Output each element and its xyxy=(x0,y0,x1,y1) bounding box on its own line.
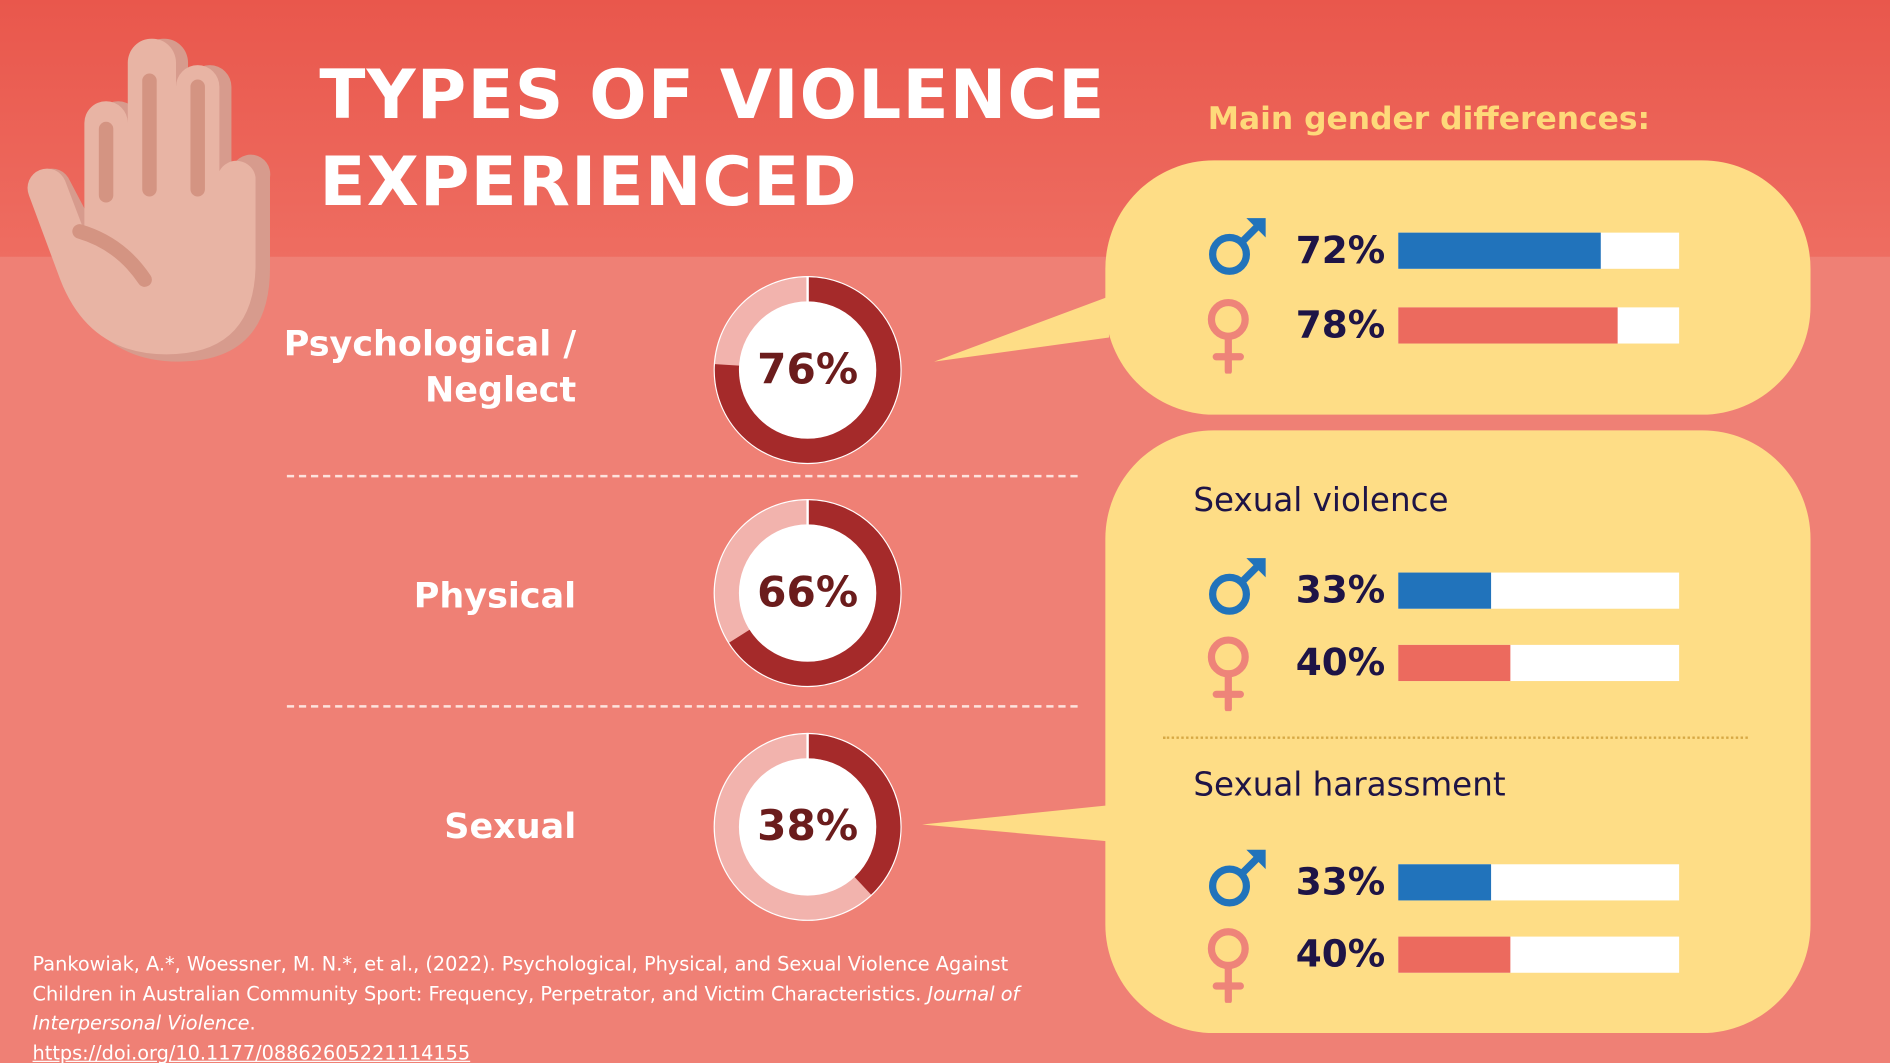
female-bar-fill xyxy=(1398,936,1511,973)
male-symbol-icon xyxy=(1205,554,1270,624)
female-symbol-icon xyxy=(1205,297,1253,379)
female-symbol-icon xyxy=(1205,926,1253,1008)
label-line: Psychological / xyxy=(283,323,577,365)
citation: Pankowiak, A.*, Woessner, M. N.*, et al.… xyxy=(32,952,1020,1063)
female-percentage: 78% xyxy=(1295,303,1386,348)
donut-value-label: 66% xyxy=(757,568,859,618)
donut-physical: 66% xyxy=(711,497,904,690)
female-bar-fill xyxy=(1398,307,1618,344)
gender-differences-heading: Main gender differences: xyxy=(1207,101,1651,138)
male-symbol-icon xyxy=(1205,846,1270,916)
section-title-sexual-violence: Sexual violence xyxy=(1193,482,1449,520)
doi-link[interactable]: https://doi.org/10.1177/0886260522111415… xyxy=(32,1040,471,1063)
title-line-1: TYPES OF VIOLENCE xyxy=(319,56,1106,136)
donut-value-label: 38% xyxy=(757,802,859,852)
callout-pointer-sexual xyxy=(922,805,1109,842)
page-title: TYPES OF VIOLENCE EXPERIENCED xyxy=(319,53,1105,227)
dashed-divider xyxy=(286,705,1078,708)
title-line-2: EXPERIENCED xyxy=(319,143,858,222)
category-label-physical: Physical xyxy=(413,574,577,616)
section-title-sexual-harassment: Sexual harassment xyxy=(1193,766,1506,805)
male-symbol-icon xyxy=(1205,215,1270,285)
female-percentage: 40% xyxy=(1295,641,1386,685)
female-bar-fill xyxy=(1398,644,1511,682)
donut-value-label: 76% xyxy=(757,345,859,395)
male-bar-fill xyxy=(1398,864,1491,901)
male-bar-fill xyxy=(1398,232,1601,269)
male-percentage: 72% xyxy=(1295,229,1386,273)
donut-center xyxy=(740,302,876,438)
citation-text: Pankowiak, A.*, Woessner, M. N.*, et al.… xyxy=(32,952,1009,1005)
category-label-sexual: Sexual xyxy=(444,805,577,847)
female-bar xyxy=(1398,307,1680,344)
donut-sexual: 38% xyxy=(711,730,904,923)
female-percentage: 40% xyxy=(1295,932,1386,977)
male-bar-fill xyxy=(1398,572,1491,609)
donut-psychological: 76% xyxy=(711,274,904,467)
male-percentage: 33% xyxy=(1295,568,1386,613)
dotted-divider xyxy=(1163,736,1748,739)
callout-psychological xyxy=(1105,160,1811,415)
callout-pointer-psychological xyxy=(934,296,1109,362)
stop-hand-icon xyxy=(27,38,271,362)
male-bar xyxy=(1398,864,1680,901)
male-bar xyxy=(1398,232,1680,269)
female-bar xyxy=(1398,644,1680,682)
donut-center xyxy=(740,759,876,895)
label-line: Neglect xyxy=(425,368,577,410)
dashed-divider xyxy=(286,474,1078,478)
donut-center xyxy=(740,525,876,661)
female-bar xyxy=(1398,936,1680,973)
male-percentage: 33% xyxy=(1295,860,1386,905)
citation-journal: Journal of Interpersonal Violence xyxy=(32,981,1020,1035)
male-bar xyxy=(1398,572,1680,609)
category-label-psychological: Psychological / Neglect xyxy=(284,321,576,413)
female-symbol-icon xyxy=(1205,634,1253,716)
